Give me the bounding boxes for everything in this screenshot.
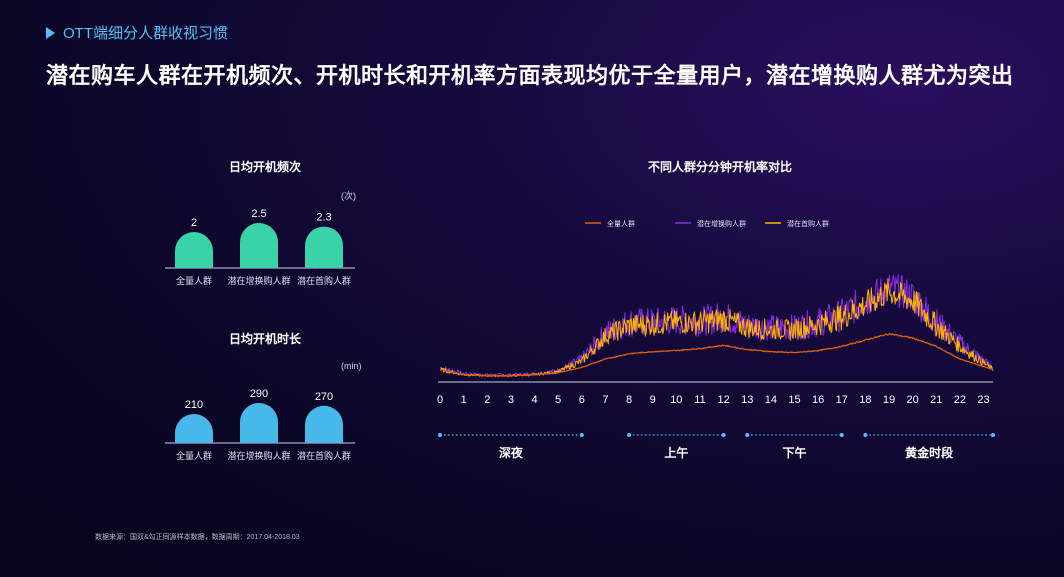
x-tick-label-23: 23: [977, 394, 989, 406]
x-tick-label-12: 12: [717, 394, 729, 406]
frequency-category-label-1: 全量人群: [176, 275, 212, 286]
x-tick-label-8: 8: [626, 394, 632, 406]
period-start-dot-1: [438, 433, 442, 437]
period-label-1: 深夜: [499, 445, 524, 460]
x-tick-label-10: 10: [670, 394, 682, 406]
duration-value-label-3: 270: [315, 391, 333, 403]
x-tick-label-7: 7: [602, 394, 608, 406]
frequency-category-label-2: 潜在增换购人群: [227, 275, 290, 286]
line-chart-title: 不同人群分分钟开机率对比: [647, 160, 792, 174]
period-end-dot-2: [721, 433, 726, 437]
frequency-chart-title: 日均开机频次: [228, 160, 301, 174]
period-label-4: 黄金时段: [905, 445, 954, 460]
x-tick-label-18: 18: [859, 394, 871, 406]
frequency-value-label-1: 2: [191, 217, 197, 229]
x-tick-label-17: 17: [836, 394, 848, 406]
frequency-bar-1: [175, 232, 213, 268]
x-tick-label-19: 19: [883, 394, 895, 406]
section-tag: OTT端细分人群收视习惯: [46, 22, 228, 43]
x-tick-label-1: 1: [461, 394, 467, 406]
frequency-unit: (次): [341, 191, 356, 201]
triangle-right-icon: [46, 26, 55, 39]
period-label-2: 上午: [664, 445, 688, 460]
duration-category-label-3: 潜在首购人群: [297, 450, 351, 461]
x-tick-label-13: 13: [741, 394, 753, 406]
period-start-dot-3: [745, 433, 750, 437]
x-tick-label-20: 20: [907, 394, 919, 406]
series-line-1: [439, 332, 994, 377]
frequency-bar-3: [305, 226, 343, 268]
duration-category-label-1: 全量人群: [176, 450, 212, 461]
frequency-category-label-3: 潜在首购人群: [297, 275, 351, 286]
legend-label-2: 潜在增换购人群: [697, 219, 746, 228]
duration-bar-3: [305, 405, 343, 443]
duration-value-label-1: 210: [185, 399, 203, 411]
x-tick-label-6: 6: [579, 394, 585, 406]
frequency-bar-chart: 2 全量人群 2.5 潜在增换购人群 2.3 潜在首购人群: [165, 208, 355, 286]
period-end-dot-3: [839, 433, 844, 437]
duration-category-label-2: 潜在增换购人群: [227, 450, 290, 461]
duration-bar-2: [240, 403, 278, 443]
duration-chart-title: 日均开机时长: [228, 332, 301, 346]
period-label-3: 下午: [782, 445, 806, 460]
period-end-dot-1: [579, 433, 584, 437]
x-tick-label-4: 4: [531, 394, 537, 406]
x-tick-label-14: 14: [765, 394, 777, 406]
x-tick-label-16: 16: [812, 394, 824, 406]
data-source-note: 数据来源：国双&勾正同源样本数据，数据周期：2017.04-2018.03: [95, 534, 300, 541]
x-tick-label-11: 11: [694, 394, 705, 406]
frequency-value-label-2: 2.5: [251, 208, 266, 220]
legend-label-1: 全量人群: [607, 219, 635, 228]
section-tag-text: OTT端细分人群收视习惯: [63, 25, 228, 42]
duration-value-label-2: 290: [250, 388, 268, 400]
legend-label-3: 潜在首购人群: [787, 219, 829, 228]
duration-bar-1: [175, 414, 213, 443]
x-tick-label-15: 15: [788, 394, 800, 406]
x-tick-label-3: 3: [508, 394, 514, 406]
period-start-dot-2: [627, 433, 632, 437]
frequency-bar-2: [240, 223, 278, 268]
frequency-value-label-3: 2.3: [316, 212, 331, 224]
x-tick-label-0: 0: [437, 394, 443, 406]
x-tick-label-5: 5: [555, 394, 561, 406]
period-start-dot-4: [863, 433, 868, 437]
x-tick-label-22: 22: [954, 394, 966, 406]
duration-unit: (min): [341, 361, 362, 371]
period-end-dot-4: [991, 433, 995, 437]
x-tick-label-2: 2: [484, 394, 490, 406]
x-tick-label-9: 9: [650, 394, 656, 406]
headline: 潜在购车人群在开机频次、开机时长和开机率方面表现均优于全量用户，潜在增换购人群尤…: [46, 63, 1014, 88]
x-tick-label-21: 21: [930, 394, 942, 406]
duration-bar-chart: 210 全量人群 290 潜在增换购人群 270 潜在首购人群: [165, 388, 355, 461]
series-line-2: [439, 274, 994, 377]
